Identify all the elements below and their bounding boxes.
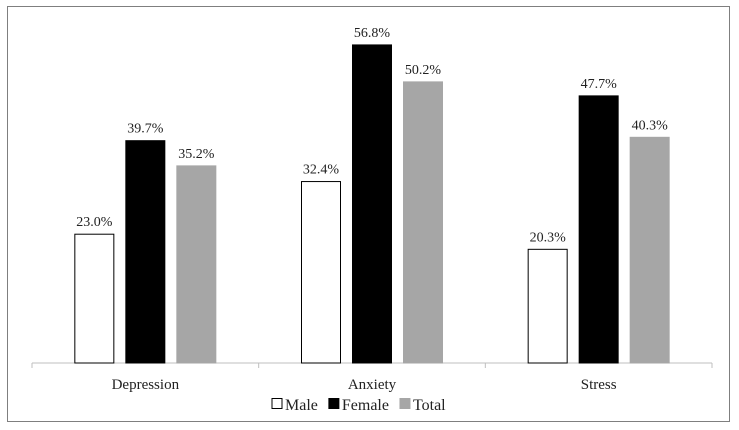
data-label-female-depression: 39.7% (127, 122, 164, 137)
bar-female-stress (578, 95, 619, 364)
data-label-male-stress: 20.3% (530, 230, 567, 245)
bars-group (74, 44, 670, 364)
data-label-male-anxiety: 32.4% (303, 163, 340, 178)
bar-female-anxiety (352, 44, 392, 364)
data-label-female-stress: 47.7% (581, 77, 618, 92)
legend-label-female: Female (342, 397, 389, 414)
chart-frame (7, 6, 730, 422)
category-labels-group: Depression Anxiety Stress (112, 377, 617, 393)
data-label-total-anxiety: 50.2% (405, 63, 442, 78)
x-axis-ticks (31, 363, 713, 368)
bar-male-anxiety (301, 181, 341, 364)
legend-label-total: Total (413, 397, 446, 414)
data-labels-group: 23.0% 39.7% 35.2% 32.4% 56.8% 50.2% 20.3% 47.7%… (76, 26, 668, 245)
bar-male-depression (74, 233, 115, 364)
legend-swatch-female (328, 398, 340, 409)
data-label-total-depression: 35.2% (178, 147, 215, 162)
bar-total-depression (176, 165, 217, 364)
category-label-depression: Depression (112, 377, 180, 393)
category-label-anxiety: Anxiety (348, 377, 397, 393)
bar-female-depression (125, 140, 166, 364)
legend-swatch-total (399, 398, 411, 409)
data-label-male-depression: 23.0% (76, 215, 113, 230)
bar-total-stress (629, 136, 670, 364)
legend-swatch-male (271, 398, 283, 409)
bar-male-stress (527, 248, 568, 364)
legend-label-male: Male (285, 397, 318, 414)
category-label-stress: Stress (581, 377, 617, 393)
bar-total-anxiety (403, 81, 443, 364)
legend: Male Female Total (271, 397, 446, 414)
data-label-total-stress: 40.3% (632, 118, 669, 133)
data-label-female-anxiety: 56.8% (354, 26, 391, 41)
